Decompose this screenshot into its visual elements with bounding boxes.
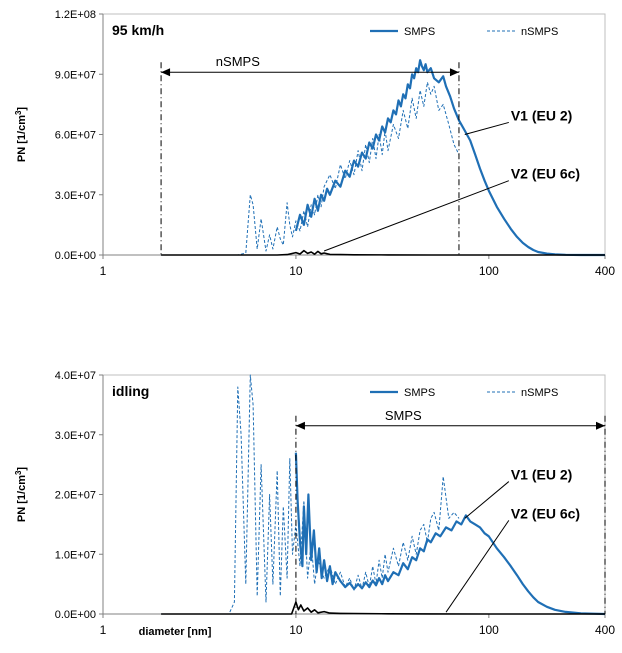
- series-line-unnamed-2: [161, 601, 605, 615]
- chart-panel-1: 0.0E+00 3.0E+07 6.0E+07 9.0E+07 1.2E+08 1 10 10…: [14, 9, 616, 278]
- y-tick-label: 1.2E+08: [55, 9, 96, 21]
- series-line-smps: [294, 452, 606, 616]
- series-line-unnamed-2: [161, 249, 605, 256]
- plot-area: [102, 13, 606, 256]
- y-tick-label: 2.0E+07: [55, 490, 96, 502]
- range-label: SMPS: [385, 408, 422, 423]
- annotation-leader-line: [445, 520, 510, 613]
- annotation-leader-line: [464, 481, 510, 519]
- series-line-smps: [294, 59, 605, 257]
- y-tick-label: 1.0E+07: [55, 549, 96, 561]
- range-label: nSMPS: [216, 54, 260, 69]
- x-tick-label: 1: [100, 623, 107, 637]
- series-line-nsmps: [161, 374, 460, 615]
- legend-label-nsmps: nSMPS: [521, 387, 558, 399]
- panel-title: idling: [112, 383, 149, 399]
- x-tick-label: 10: [289, 623, 303, 637]
- y-axis-title: PN [1/cm3]: [14, 467, 29, 523]
- annotation-label: V1 (EU 2): [511, 107, 572, 123]
- annotation-leader-line: [464, 121, 509, 135]
- range-arrow-head-right: [596, 421, 605, 430]
- x-tick-label: 100: [479, 264, 499, 278]
- series-line-nsmps: [161, 81, 460, 256]
- plot-area: [102, 374, 606, 615]
- y-tick-label: 0.0E+00: [55, 250, 96, 262]
- annotation-leader-line: [323, 180, 510, 252]
- x-axis-title: diameter [nm]: [139, 626, 212, 638]
- legend-label-smps: SMPS: [404, 26, 435, 38]
- y-tick-label: 3.0E+07: [55, 430, 96, 442]
- annotation-label: V2 (EU 6c): [511, 505, 580, 521]
- y-axis-title: PN [1/cm3]: [14, 107, 29, 163]
- x-tick-label: 10: [289, 264, 303, 278]
- legend-label-smps: SMPS: [404, 387, 435, 399]
- x-tick-label: 1: [100, 264, 107, 278]
- panel-title: 95 km/h: [112, 22, 164, 38]
- y-tick-label: 3.0E+07: [55, 190, 96, 202]
- legend-label-nsmps: nSMPS: [521, 26, 558, 38]
- annotation-label: V1 (EU 2): [511, 467, 572, 483]
- range-arrow-head-left: [295, 421, 305, 430]
- y-tick-label: 6.0E+07: [55, 130, 96, 142]
- x-tick-label: 100: [479, 623, 499, 637]
- y-tick-label: 4.0E+07: [55, 370, 96, 382]
- y-tick-label: 0.0E+00: [55, 609, 96, 621]
- x-tick-label: 400: [595, 623, 615, 637]
- range-arrow-head-left: [161, 68, 171, 77]
- x-tick-label: 400: [595, 264, 615, 278]
- chart-panel-2: 0.0E+00 1.0E+07 2.0E+07 3.0E+07 4.0E+07 1 10 10…: [14, 370, 616, 638]
- range-arrow-head-right: [449, 68, 459, 77]
- y-tick-label: 9.0E+07: [55, 69, 96, 81]
- annotation-label: V2 (EU 6c): [511, 166, 580, 182]
